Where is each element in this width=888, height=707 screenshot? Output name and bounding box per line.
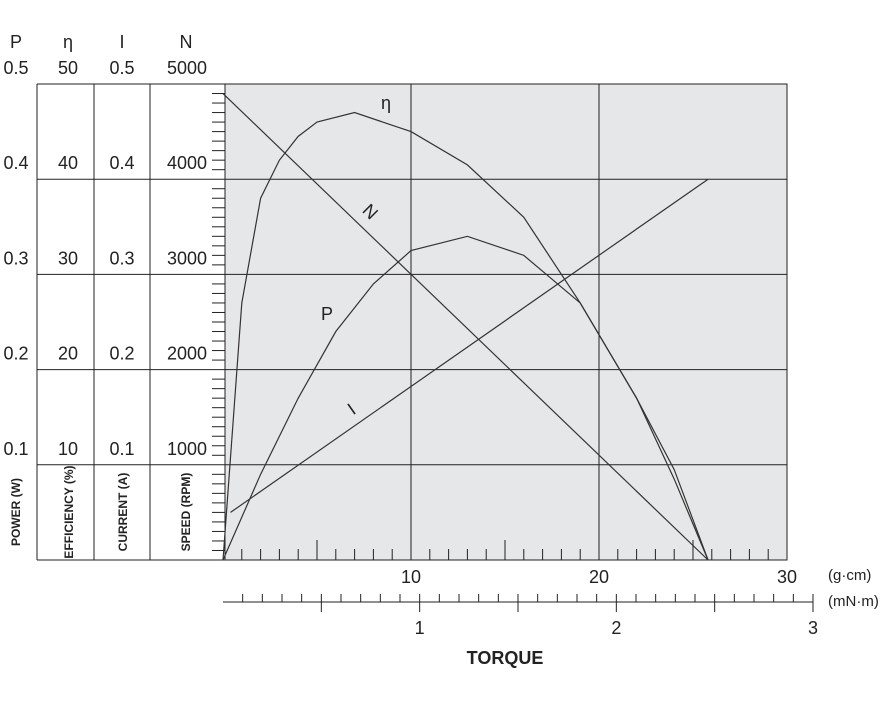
y-tick-label: 0.5	[109, 58, 134, 78]
x-axis-title: TORQUE	[467, 648, 544, 668]
axis-symbol: N	[180, 32, 193, 52]
y-tick-label: 0.1	[3, 439, 28, 459]
y-axis-title: POWER (W)	[9, 478, 23, 546]
y-tick-label: 10	[58, 439, 78, 459]
y-tick-label: 0.5	[3, 58, 28, 78]
y-tick-label: 0.2	[3, 344, 28, 364]
curve	[222, 111, 709, 561]
curve-label: P	[321, 304, 333, 324]
y-tick-label: 0.3	[109, 248, 134, 268]
axis-symbol: η	[63, 32, 73, 52]
y-tick-label: 40	[58, 153, 78, 173]
axis-symbol: I	[119, 32, 124, 52]
plot-border	[224, 83, 788, 561]
x-axis-unit: (g·cm)	[828, 567, 871, 584]
y-tick-label: 0.4	[109, 153, 134, 173]
y-tick-label: 0.1	[109, 439, 134, 459]
x-tick-label: 2	[611, 618, 621, 638]
y-tick-label: 4000	[167, 153, 207, 173]
y-tick-label: 0.2	[109, 344, 134, 364]
y-axis-title: CURRENT (A)	[116, 473, 130, 552]
y-tick-label: 1000	[167, 439, 207, 459]
plot-area	[225, 84, 787, 560]
y-axis-title: SPEED (RPM)	[179, 473, 193, 552]
axis-symbol: P	[10, 32, 22, 52]
curve-label: η	[381, 93, 391, 113]
x-tick-label: 20	[589, 567, 609, 587]
y-tick-label: 5000	[167, 58, 207, 78]
x-tick-label: 3	[808, 618, 818, 638]
y-tick-label: 50	[58, 58, 78, 78]
y-tick-label: 0.3	[3, 248, 28, 268]
y-axis-title: EFFICIENCY (%)	[62, 465, 76, 558]
y-tick-label: 3000	[167, 248, 207, 268]
y-tick-label: 30	[58, 248, 78, 268]
curve	[222, 93, 709, 561]
x-tick-label: 30	[777, 567, 797, 587]
y-tick-label: 2000	[167, 344, 207, 364]
x-tick-label: 1	[415, 618, 425, 638]
x-axis-unit: (mN·m)	[828, 593, 879, 610]
y-tick-label: 0.4	[3, 153, 28, 173]
x-tick-label: 10	[401, 567, 421, 587]
y-tick-label: 20	[58, 344, 78, 364]
curve	[222, 235, 709, 561]
curve	[230, 178, 709, 513]
